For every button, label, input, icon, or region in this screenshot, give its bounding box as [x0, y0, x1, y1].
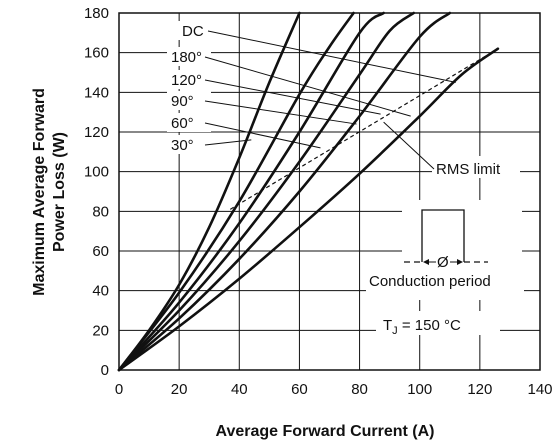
arrowhead-right: [457, 259, 463, 265]
y-tick-label-160: 160: [84, 45, 109, 62]
x-tick-label-40: 40: [231, 381, 248, 398]
conduction-pulse: [421, 209, 465, 262]
series-line-60deg: [117, 11, 355, 372]
x-tick-label-60: 60: [291, 381, 308, 398]
x-tick-label-140: 140: [527, 381, 552, 398]
series-line-30deg: [117, 11, 301, 372]
series-line-90deg: [117, 11, 385, 372]
series-label-180deg-bg: [167, 47, 211, 66]
y-axis-title-line1: Maximum Average Forward: [31, 88, 48, 296]
series-label-dc-bg: [178, 21, 222, 40]
series-label-120deg: 120°: [171, 72, 202, 89]
series-label-60deg: 60°: [171, 115, 194, 132]
series-label-30deg: 30°: [171, 137, 194, 154]
rms-limit-leader: [383, 121, 435, 170]
y-axis-title-line2: Power Loss (W): [51, 132, 68, 252]
rms-limit-layer: [229, 48, 499, 210]
rms-limit-line: [229, 48, 499, 210]
y-tick-label-20: 20: [92, 322, 109, 339]
y-tick-label-0: 0: [101, 362, 109, 379]
series-label-180deg: 180°: [171, 49, 202, 66]
series-label-90deg-bg: [167, 91, 211, 110]
y-tick-label-100: 100: [84, 164, 109, 181]
leader-line-30deg: [204, 139, 252, 146]
x-tick-label-100: 100: [407, 381, 432, 398]
leader-line-60deg: [204, 122, 321, 149]
x-tick-label-120: 120: [467, 381, 492, 398]
series-label-30deg-bg: [167, 135, 211, 154]
x-tick-label-0: 0: [115, 381, 123, 398]
series-label-90deg: 90°: [171, 93, 194, 110]
x-tick-layer: 0 20 40 60 80 100 120 140: [115, 381, 553, 398]
series-label-120deg-bg: [167, 70, 211, 89]
plot-frame: [118, 12, 541, 371]
leader-line-90deg: [204, 100, 357, 125]
y-tick-layer: 0 20 40 60 80 100 120 140 160 180: [84, 5, 109, 379]
leader-line-180deg: [204, 56, 411, 117]
y-tick-label-40: 40: [92, 283, 109, 300]
y-tick-label-120: 120: [84, 124, 109, 141]
tj-label-bg: [376, 311, 500, 335]
annotation-layer: DC 180° 120° 90° 60° 30° RMS limit Ø Conduction …: [167, 21, 524, 337]
y-tick-label-140: 140: [84, 84, 109, 101]
conduction-period-label: Conduction period: [369, 273, 491, 290]
series-label-dc: DC: [182, 23, 204, 40]
x-axis-title: Average Forward Current (A): [216, 423, 435, 440]
tj-label: TJ = 150 °C: [383, 317, 461, 337]
y-tick-label-80: 80: [92, 203, 109, 220]
y-tick-label-180: 180: [84, 5, 109, 22]
rms-limit-label: RMS limit: [436, 161, 501, 178]
leader-line-120deg: [204, 79, 381, 115]
y-tick-label-60: 60: [92, 243, 109, 260]
phi-label: Ø: [437, 254, 449, 271]
series-label-60deg-bg: [167, 113, 211, 132]
conduction-period-label-bg: [366, 270, 524, 292]
x-tick-label-20: 20: [171, 381, 188, 398]
arrowhead-left: [423, 259, 429, 265]
x-tick-label-80: 80: [351, 381, 368, 398]
series-line-120deg: [117, 11, 415, 372]
leader-line-dc: [207, 30, 456, 83]
rms-limit-label-bg: [432, 156, 520, 178]
phi-label-bg: [436, 252, 450, 268]
series-line-180deg: [117, 11, 452, 372]
